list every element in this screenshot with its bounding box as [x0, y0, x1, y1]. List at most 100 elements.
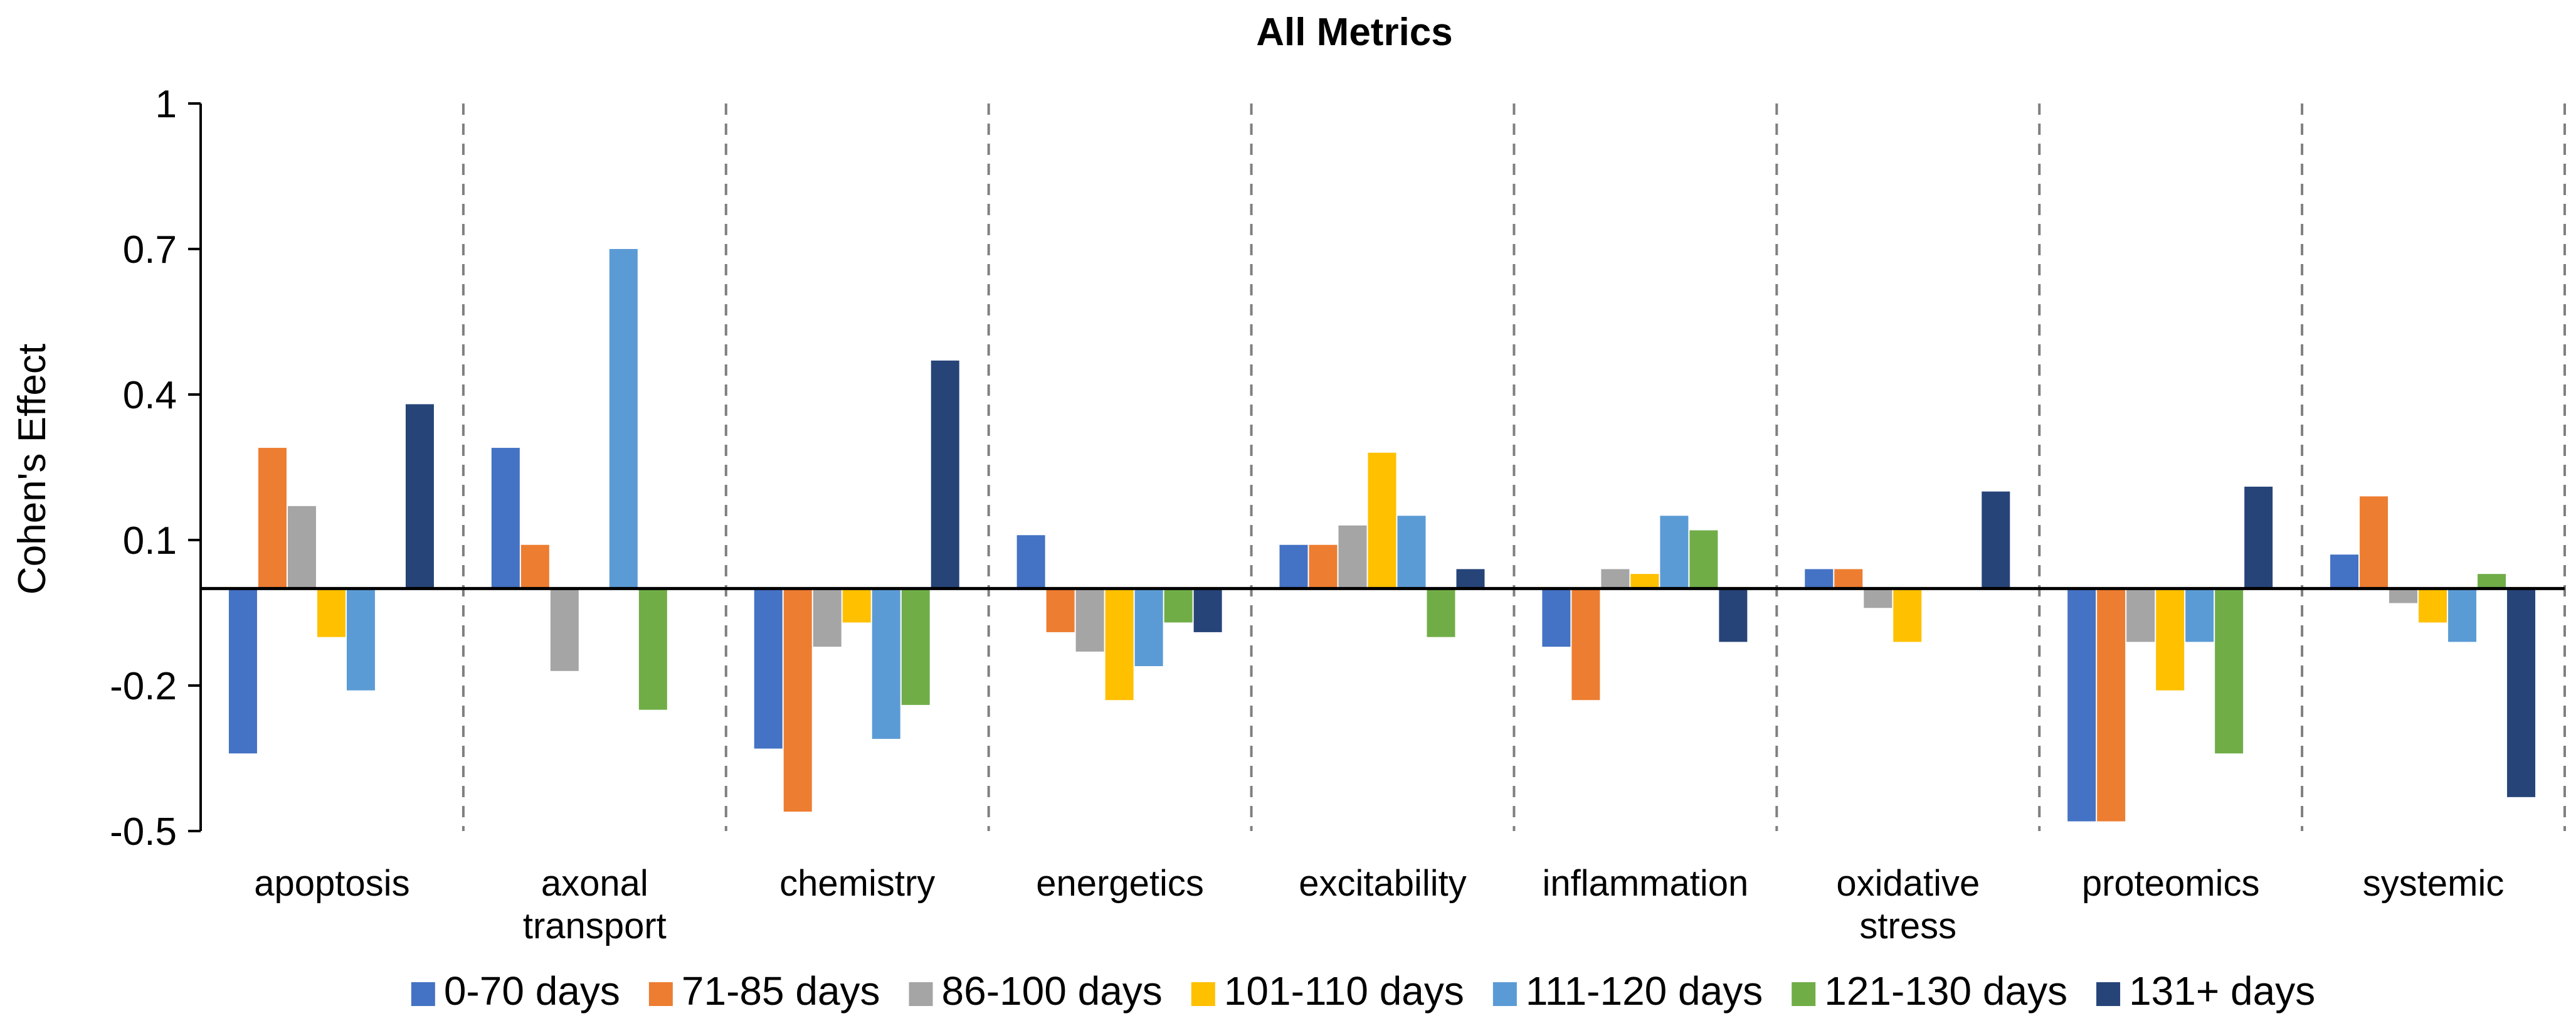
- bar: [2478, 574, 2506, 589]
- category-label: chemistry: [779, 863, 935, 904]
- bar: [931, 360, 959, 589]
- bar: [1338, 525, 1367, 589]
- legend-label: 121-130 days: [1824, 968, 2067, 1014]
- category-label: systemic: [2363, 863, 2505, 904]
- legend-swatch: [909, 982, 933, 1006]
- legend-swatch: [1792, 982, 1816, 1006]
- bar: [287, 506, 316, 589]
- bar: [1164, 588, 1193, 623]
- category-label: axonal: [541, 863, 648, 904]
- bar: [901, 588, 930, 705]
- category-label: energetics: [1036, 863, 1204, 904]
- bar: [1427, 588, 1455, 637]
- category-label: inflammation: [1542, 863, 1748, 904]
- bar: [1601, 569, 1630, 589]
- y-tick-label: 0.7: [123, 228, 177, 272]
- y-axis-title: Cohen's Effect: [11, 344, 54, 595]
- bar: [1016, 535, 1045, 589]
- y-tick-label: -0.5: [110, 810, 177, 854]
- legend-label: 0-70 days: [444, 968, 620, 1014]
- bar: [1456, 569, 1485, 589]
- legend-item: 101-110 days: [1191, 968, 1464, 1014]
- bar: [1689, 530, 1718, 589]
- bar: [842, 588, 871, 623]
- bar: [2126, 588, 2155, 642]
- bar: [2244, 486, 2273, 589]
- category-dividers: [462, 103, 2566, 831]
- legend-label: 111-120 days: [1526, 968, 1763, 1014]
- bar: [1630, 574, 1659, 589]
- legend-item: 121-130 days: [1792, 968, 2067, 1014]
- legend-item: 0-70 days: [411, 968, 620, 1014]
- bar: [2419, 588, 2447, 623]
- bar: [1075, 588, 1104, 652]
- bar: [1719, 588, 1748, 642]
- y-tick-label: -0.2: [110, 665, 177, 708]
- bar: [609, 249, 638, 589]
- bar: [491, 448, 520, 589]
- bar: [638, 588, 667, 710]
- bar: [550, 588, 579, 671]
- bar: [228, 588, 257, 754]
- bar: [1105, 588, 1134, 701]
- category-label: apoptosis: [254, 863, 409, 904]
- bar: [2215, 588, 2244, 754]
- legend-label: 86-100 days: [942, 968, 1163, 1014]
- bar: [754, 588, 783, 749]
- bar: [1046, 588, 1075, 632]
- bar: [2507, 588, 2536, 797]
- legend-swatch: [1492, 982, 1517, 1006]
- bar: [1660, 516, 1689, 589]
- bar: [1834, 569, 1863, 589]
- bar: [317, 588, 346, 637]
- bar: [1193, 588, 1222, 632]
- y-tick-label: 0.4: [123, 374, 177, 417]
- y-tick-label: 0.1: [123, 519, 177, 563]
- legend: 0-70 days 71-85 days 86-100 days 101-110 da…: [411, 968, 2315, 1014]
- bar: [783, 588, 812, 812]
- category-label: proteomics: [2082, 863, 2260, 904]
- legend-item: 131+ days: [2096, 968, 2315, 1014]
- legend-swatch: [411, 982, 435, 1006]
- bars: [228, 249, 2536, 822]
- bar: [258, 448, 287, 589]
- bar: [1397, 516, 1426, 589]
- bar: [1893, 588, 1922, 642]
- bar: [1309, 544, 1338, 589]
- category-label: stress: [1859, 906, 1956, 946]
- bar: [872, 588, 900, 739]
- bar: [346, 588, 375, 691]
- bar: [1982, 491, 2010, 589]
- category-label: oxidative: [1836, 863, 1980, 904]
- bar: [1368, 452, 1396, 589]
- bar: [2360, 496, 2389, 589]
- bar: [2185, 588, 2214, 642]
- y-tick-labels: 1 0.7 0.4 0.1 -0.2 -0.5: [110, 83, 177, 854]
- bar: [520, 544, 549, 589]
- legend-item: 111-120 days: [1492, 968, 1763, 1014]
- bar: [1571, 588, 1600, 701]
- y-tick-label: 1: [156, 83, 177, 126]
- bar: [1134, 588, 1163, 667]
- bar: [2448, 588, 2477, 642]
- bar: [813, 588, 842, 647]
- bar: [2097, 588, 2126, 822]
- legend-swatch: [1191, 982, 1215, 1006]
- legend-label: 101-110 days: [1224, 968, 1464, 1014]
- bar: [2067, 588, 2096, 822]
- bar: [2389, 588, 2418, 603]
- bar: [1279, 544, 1308, 589]
- bar: [1805, 569, 1834, 589]
- category-label: excitability: [1299, 863, 1467, 904]
- bar: [405, 404, 434, 589]
- axes: [188, 102, 2565, 832]
- legend-label: 131+ days: [2129, 968, 2315, 1014]
- legend-item: 71-85 days: [648, 968, 880, 1014]
- bar: [1864, 588, 1892, 608]
- legend-item: 86-100 days: [909, 968, 1163, 1014]
- legend-swatch: [648, 982, 673, 1006]
- bar: [1542, 588, 1571, 647]
- legend-swatch: [2096, 982, 2121, 1006]
